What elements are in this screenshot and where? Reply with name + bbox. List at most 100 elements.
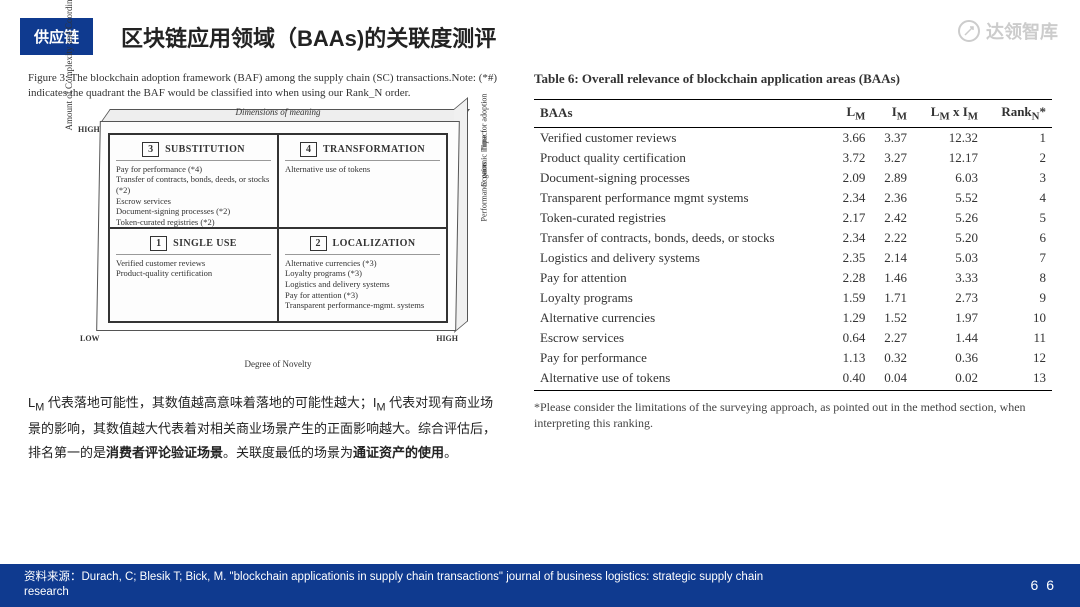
table-cell: Pay for performance <box>534 348 830 368</box>
table-cell: 0.36 <box>913 348 984 368</box>
table-cell: 1.44 <box>913 328 984 348</box>
table-cell: 0.40 <box>830 368 872 391</box>
list-item: Token-curated registries (*2) <box>116 217 271 228</box>
table-cell: 1.46 <box>871 268 913 288</box>
list-item: Transfer of contracts, bonds, deeds, or … <box>116 174 271 195</box>
table-row: Transparent performance mgmt systems2.34… <box>534 188 1052 208</box>
table-row: Alternative currencies1.291.521.9710 <box>534 308 1052 328</box>
y-axis-label: Amount of Complexity and Coordination <box>64 0 74 151</box>
list-item: Logistics and delivery systems <box>285 279 440 290</box>
table-title: Table 6: Overall relevance of blockchain… <box>534 71 1052 87</box>
table-cell: 5.26 <box>913 208 984 228</box>
table-row: Product quality certification3.723.2712.… <box>534 148 1052 168</box>
list-item: Alternative currencies (*3) <box>285 258 440 269</box>
column-header: LM x IM <box>913 100 984 128</box>
column-header: RankN* <box>984 100 1052 128</box>
table-cell: Escrow services <box>534 328 830 348</box>
page-footer: 资料来源：Durach, C; Blesik T; Bick, M. "bloc… <box>0 564 1080 607</box>
list-item: Verified customer reviews <box>116 258 271 269</box>
list-item: Transparent performance-mgmt. systems <box>285 300 440 311</box>
right-column: Table 6: Overall relevance of blockchain… <box>534 65 1052 465</box>
column-header: LM <box>830 100 872 128</box>
axis-low-bottom: LOW <box>80 334 100 343</box>
table-cell: Transparent performance mgmt systems <box>534 188 830 208</box>
table-cell: 12.17 <box>913 148 984 168</box>
table-cell: 2.34 <box>830 188 872 208</box>
table-footnote: *Please consider the limitations of the … <box>534 399 1052 433</box>
table-cell: 1 <box>984 127 1052 148</box>
table-cell: 0.32 <box>871 348 913 368</box>
table-row: Verified customer reviews3.663.3712.321 <box>534 127 1052 148</box>
table-cell: Alternative currencies <box>534 308 830 328</box>
table-body: Verified customer reviews3.663.3712.321P… <box>534 127 1052 390</box>
table-cell: Product quality certification <box>534 148 830 168</box>
table-cell: 1.52 <box>871 308 913 328</box>
table-cell: Loyalty programs <box>534 288 830 308</box>
table-cell: 2.27 <box>871 328 913 348</box>
list-item: Document-signing processes (*2) <box>116 206 271 217</box>
table-cell: Alternative use of tokens <box>534 368 830 391</box>
q1-number: 1 <box>150 236 167 251</box>
list-item: Alternative use of tokens <box>285 164 440 175</box>
table-cell: 2.14 <box>871 248 913 268</box>
quadrant-1: 1SINGLE USE Verified customer reviewsPro… <box>109 228 278 322</box>
source-citation: 资料来源：Durach, C; Blesik T; Bick, M. "bloc… <box>24 570 804 601</box>
table-cell: 2.36 <box>871 188 913 208</box>
table-row: Escrow services0.642.271.4411 <box>534 328 1052 348</box>
table-cell: 12.32 <box>913 127 984 148</box>
table-cell: 11 <box>984 328 1052 348</box>
table-cell: 2.28 <box>830 268 872 288</box>
dimension-label: Dimensions of meaning <box>108 107 448 117</box>
q4-number: 4 <box>300 142 317 157</box>
figure-caption: Figure 3: The blockchain adoption framew… <box>28 71 508 101</box>
left-column: Figure 3: The blockchain adoption framew… <box>28 65 508 465</box>
table-cell: Logistics and delivery systems <box>534 248 830 268</box>
table-row: Token-curated registries2.172.425.265 <box>534 208 1052 228</box>
table-cell: Pay for attention <box>534 268 830 288</box>
table-cell: 2.42 <box>871 208 913 228</box>
q3-items: Pay for performance (*4)Transfer of cont… <box>116 164 271 228</box>
page-header: 供应链 区块链应用领域（BAAs)的关联度测评 <box>0 0 1080 65</box>
table-cell: 8 <box>984 268 1052 288</box>
table-cell: 3.27 <box>871 148 913 168</box>
table-cell: Transfer of contracts, bonds, deeds, or … <box>534 228 830 248</box>
table-cell: Verified customer reviews <box>534 127 830 148</box>
table-cell: 3 <box>984 168 1052 188</box>
q3-number: 3 <box>142 142 159 157</box>
axis-high-top: HIGH <box>78 125 100 134</box>
table-cell: 3.37 <box>871 127 913 148</box>
table-cell: 5.20 <box>913 228 984 248</box>
table-cell: 1.29 <box>830 308 872 328</box>
table-cell: 5.52 <box>913 188 984 208</box>
table-row: Pay for performance1.130.320.3612 <box>534 348 1052 368</box>
x-axis-label: Degree of Novelty <box>108 359 448 369</box>
table-cell: 6.03 <box>913 168 984 188</box>
q1-items: Verified customer reviewsProduct-quality… <box>116 258 271 279</box>
table-cell: 7 <box>984 248 1052 268</box>
table-cell: 3.72 <box>830 148 872 168</box>
list-item: Product-quality certification <box>116 268 271 279</box>
side-axis-labels: Time for adoption Economic impact Perfor… <box>478 141 490 220</box>
list-item: Loyalty programs (*3) <box>285 268 440 279</box>
table-cell: 3.33 <box>913 268 984 288</box>
table-row: Alternative use of tokens0.400.040.0213 <box>534 368 1052 391</box>
content-area: Figure 3: The blockchain adoption framew… <box>0 65 1080 465</box>
table-cell: 2 <box>984 148 1052 168</box>
table-row: Logistics and delivery systems2.352.145.… <box>534 248 1052 268</box>
column-header: BAAs <box>534 100 830 128</box>
watermark-icon <box>958 20 980 42</box>
table-cell: 9 <box>984 288 1052 308</box>
table-cell: 10 <box>984 308 1052 328</box>
table-cell: 2.09 <box>830 168 872 188</box>
category-tag: 供应链 <box>20 18 93 55</box>
table-cell: 0.64 <box>830 328 872 348</box>
q2-items: Alternative currencies (*3)Loyalty progr… <box>285 258 440 311</box>
table-cell: 1.13 <box>830 348 872 368</box>
list-item: Pay for attention (*3) <box>285 290 440 301</box>
table-row: Loyalty programs1.591.712.739 <box>534 288 1052 308</box>
table-cell: 1.97 <box>913 308 984 328</box>
q4-title: TRANSFORMATION <box>323 144 425 155</box>
table-cell: 4 <box>984 188 1052 208</box>
table-cell: 1.59 <box>830 288 872 308</box>
table-cell: Document-signing processes <box>534 168 830 188</box>
